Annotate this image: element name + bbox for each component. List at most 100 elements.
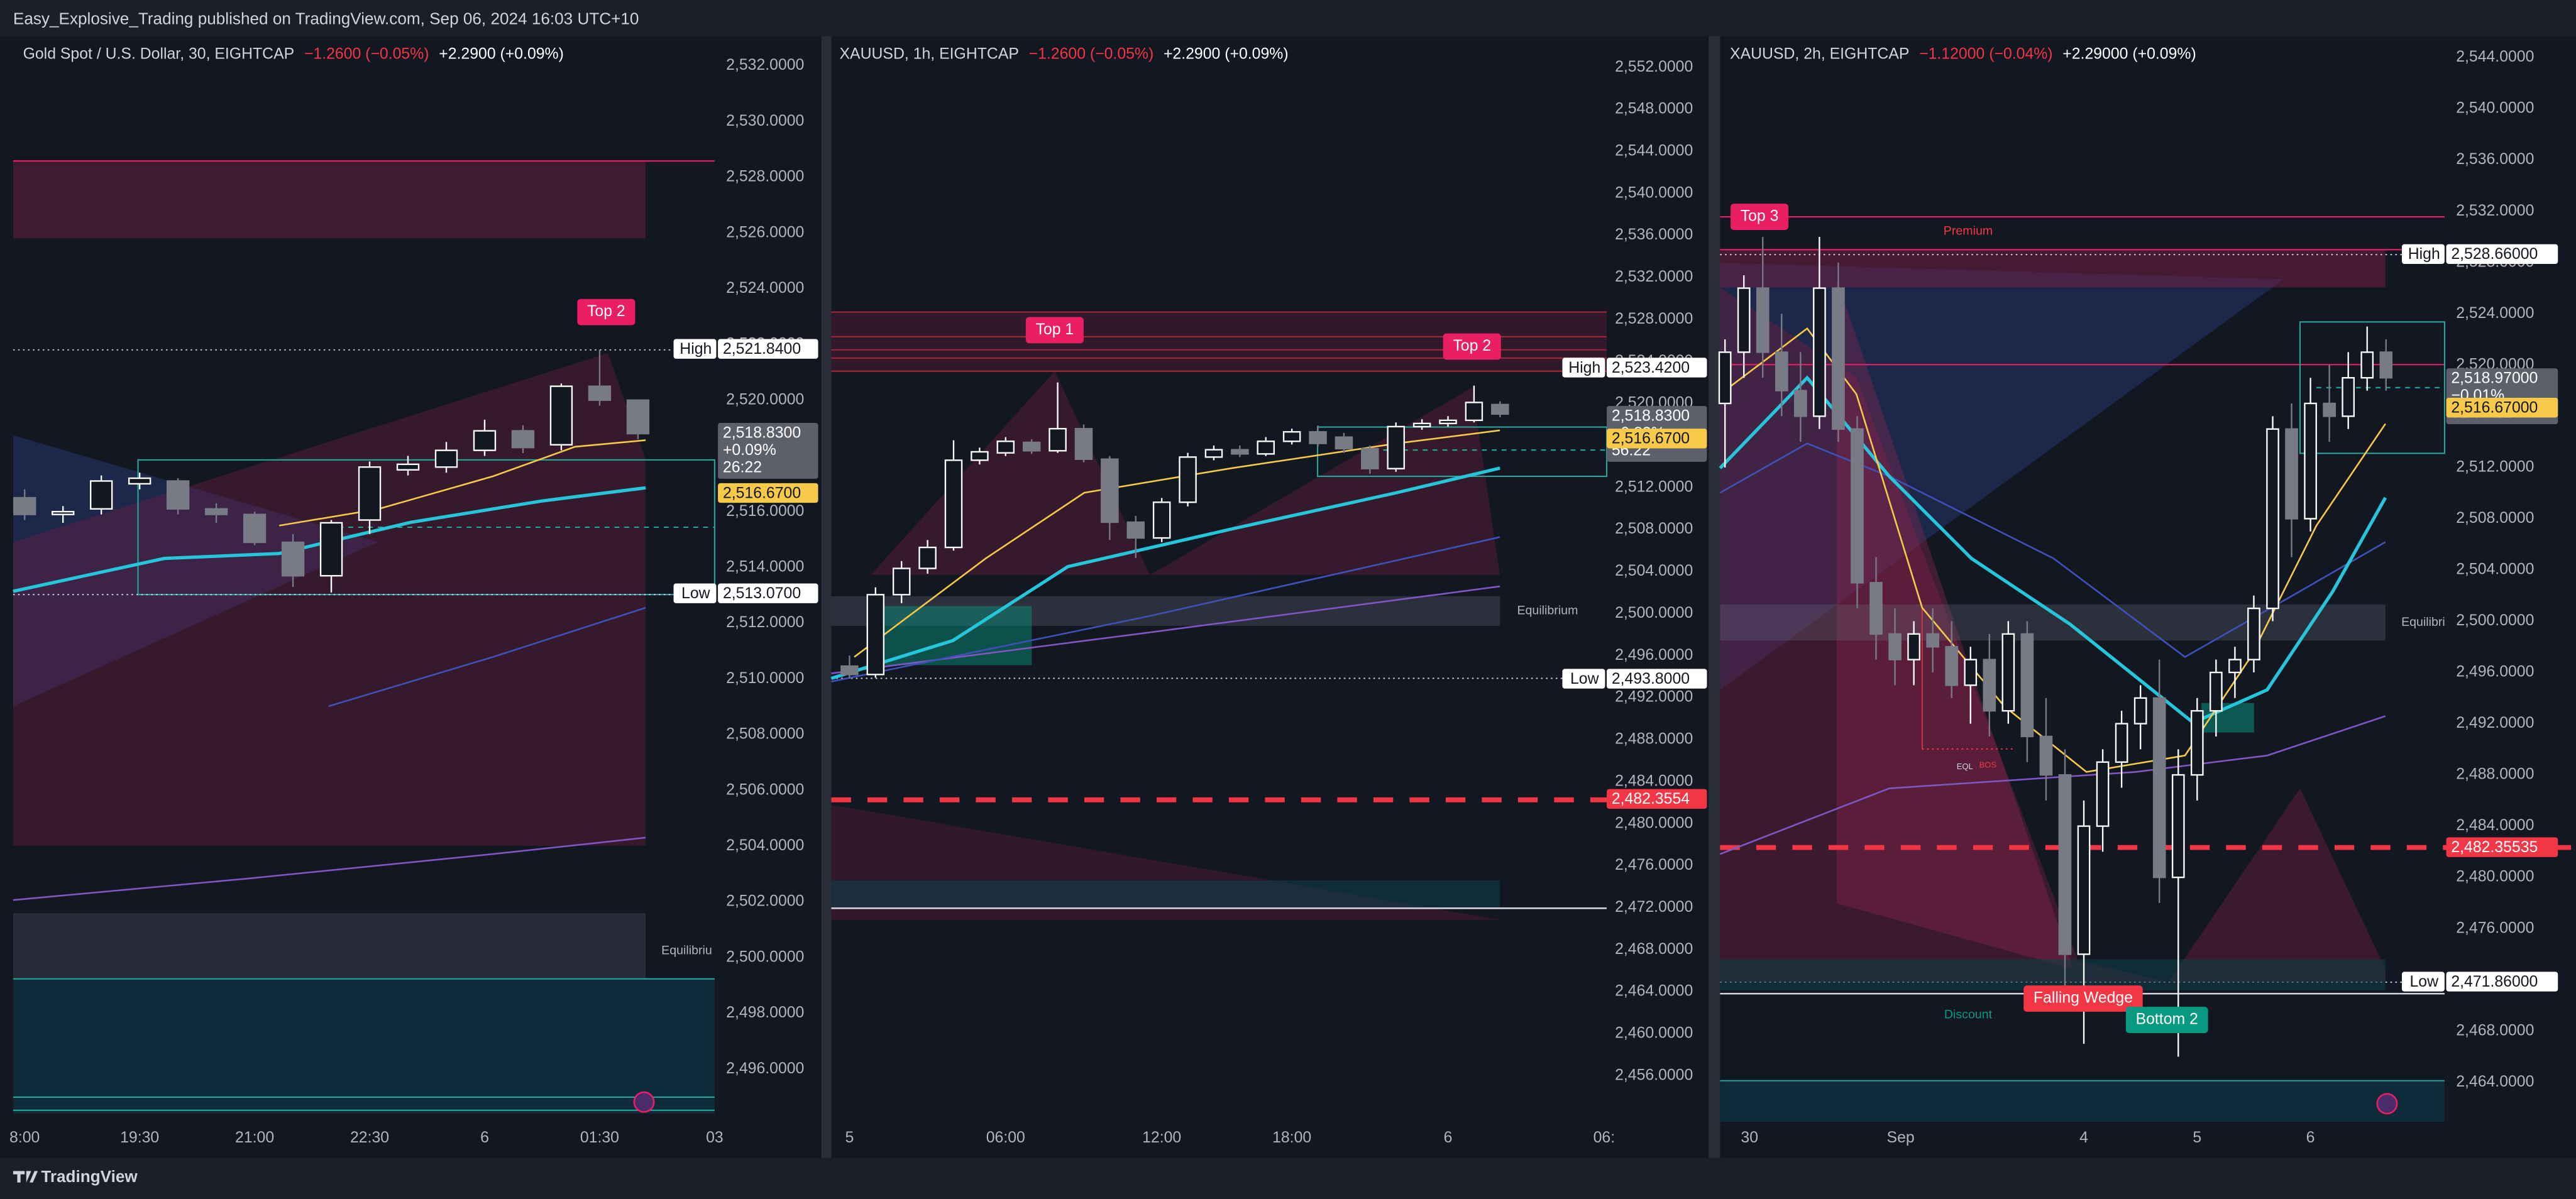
zone <box>1720 959 2386 991</box>
candle-body <box>1907 633 1920 660</box>
x-tick-label: 6 <box>2306 1129 2315 1146</box>
x-tick-label: 06: <box>1593 1129 1616 1146</box>
title-change2: +2.29000 (+0.09%) <box>2062 45 2196 62</box>
x-tick-label: 4 <box>2079 1129 2088 1146</box>
y-tick-label: 2,484.0000 <box>1615 772 1693 789</box>
y-tick-label: 2,460.0000 <box>1615 1025 1693 1042</box>
x-tick-label: 12:00 <box>1142 1129 1181 1146</box>
annotation: Top 1 <box>1036 321 1074 338</box>
y-tick-label: 2,548.0000 <box>1615 101 1693 118</box>
y-tick-label: 2,540.0000 <box>1615 184 1693 201</box>
candle-body <box>1282 431 1301 442</box>
candle-body <box>588 385 612 401</box>
y-tick-label: 2,532.0000 <box>726 57 804 74</box>
x-tick-label: 19:30 <box>120 1129 159 1146</box>
y-tick-label: 2,524.0000 <box>726 280 804 297</box>
candle-body <box>2247 607 2260 660</box>
footer-bar <box>0 1158 2576 1199</box>
candle-body <box>2228 659 2242 674</box>
candle-body <box>1832 287 1845 430</box>
y-tick-label: 2,468.0000 <box>1615 941 1693 958</box>
price-tag <box>1607 429 1707 449</box>
candle-body <box>892 567 911 596</box>
candle-body <box>2210 671 2223 712</box>
candle-body <box>1309 431 1327 444</box>
price-tag <box>718 483 818 503</box>
moving-average <box>13 486 646 593</box>
candle-body <box>2152 697 2166 879</box>
moving-average <box>830 466 1500 680</box>
candle-body <box>1851 428 1864 584</box>
candle-body <box>840 665 859 676</box>
annotation: Top 3 <box>1741 208 1779 225</box>
candle-body <box>1869 582 1883 635</box>
price-tag-label: 2,493.8000 <box>1612 671 1690 687</box>
price-tag-name-box <box>2401 244 2445 264</box>
price-tag-label: 2,482.3554 <box>1612 791 1690 808</box>
title-change: −1.2600 (−0.05%) <box>304 45 429 62</box>
candle-body <box>243 513 267 544</box>
y-tick-label: 2,512.0000 <box>1615 478 1693 495</box>
candle-body <box>396 463 420 471</box>
y-tick-label: 2,492.0000 <box>1615 689 1693 706</box>
panel: XAUUSD, 2h, EIGHTCAP −1.12000 (−0.04%) +2.… <box>1718 45 2558 1146</box>
y-tick-label: 2,488.0000 <box>2456 766 2534 783</box>
candle-body <box>2115 723 2128 763</box>
zone <box>1720 249 2386 288</box>
annotation-box <box>1443 333 1501 360</box>
annotation: Falling Wedge <box>2034 990 2133 1007</box>
candle-body <box>1257 441 1275 455</box>
candle-body <box>204 508 228 515</box>
y-tick-label: 2,468.0000 <box>2456 1022 2534 1039</box>
price-tag <box>718 339 818 359</box>
candle-body <box>1361 447 1379 469</box>
title-change2: +2.2900 (+0.09%) <box>1164 45 1289 62</box>
countdown: 26:22 <box>723 459 762 476</box>
x-tick-label: Sep <box>1887 1129 1915 1146</box>
candle-body <box>358 466 382 521</box>
y-tick-label: 2,464.0000 <box>2456 1073 2534 1090</box>
price-tag-name-box <box>673 339 717 359</box>
candle-body <box>2323 402 2336 417</box>
moving-average <box>1719 715 2386 855</box>
title-symbol: XAUUSD, 2h, EIGHTCAP <box>1730 45 1909 62</box>
price-tag-name: High <box>680 341 712 358</box>
price-tag <box>1607 358 1707 378</box>
y-tick-label: 2,536.0000 <box>1615 226 1693 243</box>
last-price: 2,518.8300 <box>723 425 801 442</box>
y-tick-label: 2,496.0000 <box>726 1060 804 1077</box>
y-tick-label: 2,504.0000 <box>2456 561 2534 578</box>
x-tick-label: 18:00 <box>1272 1129 1311 1146</box>
candle-body <box>1465 402 1483 422</box>
footer-text: TradingView <box>41 1167 138 1186</box>
y-tick-label: 2,488.0000 <box>1615 731 1693 748</box>
y-tick-label: 2,532.0000 <box>2456 202 2534 219</box>
price-tag-label: 2,471.86000 <box>2451 973 2538 990</box>
last-price-box <box>718 423 818 479</box>
candle-body <box>1888 633 1902 660</box>
candle-body <box>1775 351 1788 391</box>
y-tick-label: 2,476.0000 <box>1615 857 1693 873</box>
annotation-box <box>2023 985 2143 1012</box>
y-tick-label: 2,500.0000 <box>726 948 804 965</box>
price-tag-label: 2,523.4200 <box>1612 359 1690 376</box>
candle-body <box>2342 377 2355 417</box>
candle-body <box>1387 425 1405 469</box>
icon <box>633 1091 655 1113</box>
y-tick-label: 2,508.0000 <box>726 726 804 743</box>
candle-body <box>2190 710 2204 776</box>
y-tick-label: 2,532.0000 <box>1615 268 1693 285</box>
panel: XAUUSD, 1h, EIGHTCAP −1.2600 (−0.05%) +2.2… <box>840 45 1707 1146</box>
header-bar <box>0 0 2576 36</box>
candle-body <box>1813 287 1826 417</box>
candle-body <box>319 522 343 577</box>
candle-body <box>1049 428 1067 452</box>
candle-body <box>2039 735 2053 776</box>
candle-body <box>2266 428 2279 610</box>
candle-body <box>1756 287 1770 353</box>
y-tick-label: 2,480.0000 <box>2456 868 2534 885</box>
price-tag-label: 2,521.8400 <box>723 341 801 358</box>
candle-body <box>944 459 963 549</box>
y-tick-label: 2,456.0000 <box>1615 1066 1693 1083</box>
candle-body <box>2001 633 2015 712</box>
